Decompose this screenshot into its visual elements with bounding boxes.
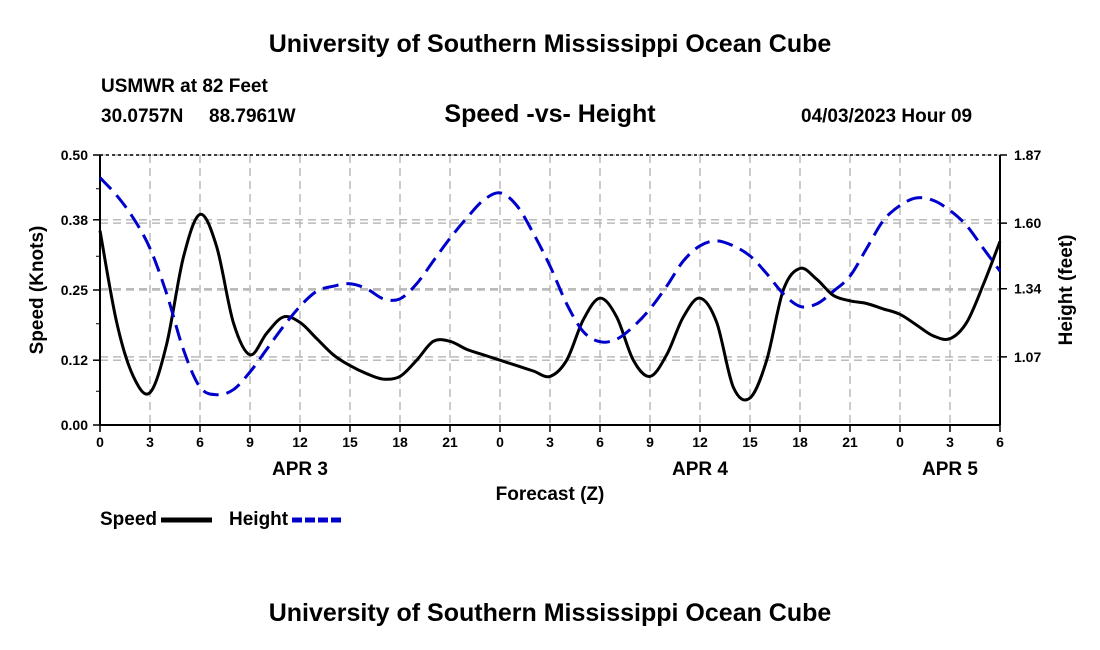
height-series-line <box>98 176 1002 397</box>
x-tick-label: 18 <box>792 434 808 450</box>
x-tick-label: 6 <box>196 434 204 450</box>
chart-title: Speed -vs- Height <box>444 100 656 128</box>
x-tick-label: 21 <box>842 434 858 450</box>
x-tick-label: 12 <box>292 434 308 450</box>
y-tick-label: 0.12 <box>61 352 88 368</box>
x-tick-label: 3 <box>946 434 954 450</box>
chart-frame <box>93 154 1007 432</box>
forecast-datetime: 04/03/2023 Hour 09 <box>801 106 973 127</box>
x-tick-label: 3 <box>546 434 554 450</box>
date-label: APR 5 <box>922 459 978 480</box>
x-tick-label: 9 <box>646 434 654 450</box>
y-axis-title: Speed (Knots) <box>27 226 48 355</box>
speed-height-chart: 0 3 6 9 12 15 18 21 0 3 6 9 12 15 18 21 0 3 6 0.00 0.12 0.25 0… <box>27 147 1077 530</box>
x-tick-label: 6 <box>996 434 1004 450</box>
x-tick-label: 21 <box>442 434 458 450</box>
y-tick-label: 0.50 <box>61 147 88 163</box>
y2-tick-label: 1.07 <box>1014 349 1041 365</box>
legend-height-label: Height <box>229 509 289 530</box>
y-tick-label: 0.25 <box>61 282 88 298</box>
x-tick-label: 6 <box>596 434 604 450</box>
station-latitude: 30.0757N <box>101 106 184 127</box>
x-tick-label: 18 <box>392 434 408 450</box>
y2-axis-title: Height (feet) <box>1056 235 1077 346</box>
x-tick-label: 3 <box>146 434 154 450</box>
speed-series-line <box>98 212 1002 402</box>
y-tick-label: 0.38 <box>61 212 88 228</box>
x-tick-label: 15 <box>742 434 758 450</box>
x-tick-label: 12 <box>692 434 708 450</box>
station-name: USMWR at 82 Feet <box>101 76 268 97</box>
x-tick-label: 15 <box>342 434 358 450</box>
chart-series <box>98 176 1002 402</box>
page-title: University of Southern Mississippi Ocean… <box>268 30 832 58</box>
x-axis-title: Forecast (Z) <box>496 484 605 505</box>
x-tick-label: 0 <box>96 434 104 450</box>
x-tick-label: 0 <box>896 434 904 450</box>
date-label: APR 3 <box>272 459 328 480</box>
chart-labels: 0 3 6 9 12 15 18 21 0 3 6 9 12 15 18 21 0 3 6 0.00 0.12 0.25 0… <box>27 147 1077 530</box>
y2-tick-label: 1.34 <box>1014 281 1041 297</box>
legend-speed-label: Speed <box>100 509 157 530</box>
y2-tick-label: 1.60 <box>1014 215 1041 231</box>
station-longitude: 88.7961W <box>209 106 296 127</box>
chart-grid <box>100 154 1000 425</box>
x-tick-label: 9 <box>246 434 254 450</box>
date-label: APR 4 <box>672 459 728 480</box>
x-tick-label: 0 <box>496 434 504 450</box>
y2-tick-label: 1.87 <box>1014 147 1041 163</box>
footer-title: University of Southern Mississippi Ocean… <box>268 599 832 627</box>
y-tick-label: 0.00 <box>61 417 88 433</box>
